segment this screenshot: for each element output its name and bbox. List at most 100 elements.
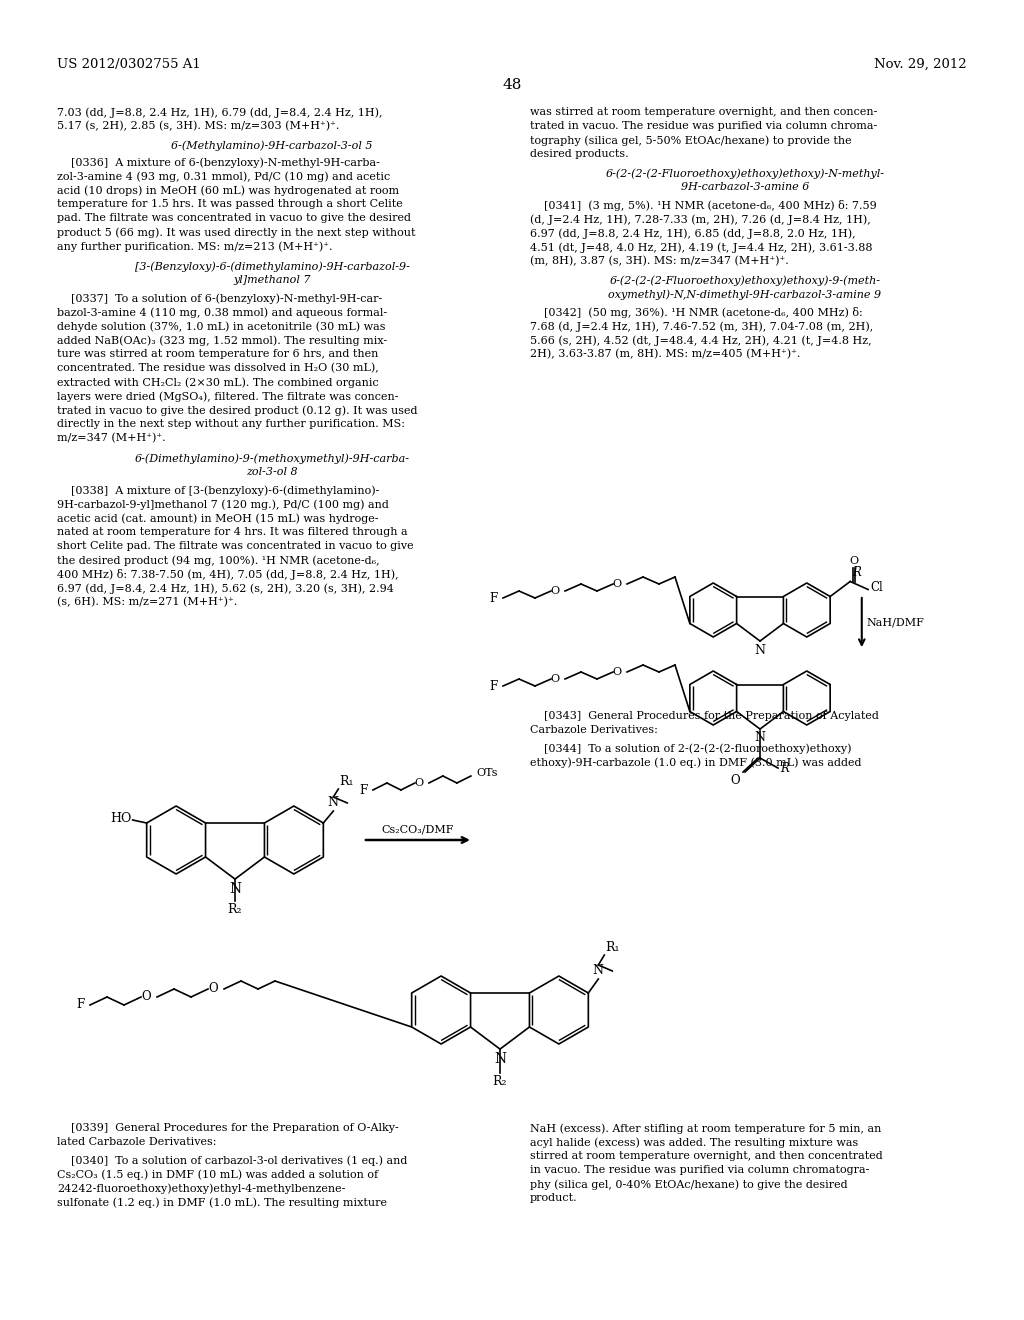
- Text: F: F: [489, 680, 498, 693]
- Text: acetic acid (cat. amount) in MeOH (15 mL) was hydroge-: acetic acid (cat. amount) in MeOH (15 mL…: [57, 513, 379, 524]
- Text: stirred at room temperature overnight, and then concentrated: stirred at room temperature overnight, a…: [530, 1151, 883, 1162]
- Text: Carbazole Derivatives:: Carbazole Derivatives:: [530, 725, 657, 735]
- Text: in vacuo. The residue was purified via column chromatogra-: in vacuo. The residue was purified via c…: [530, 1166, 869, 1175]
- Text: any further purification. MS: m/z=213 (M+H⁺)⁺.: any further purification. MS: m/z=213 (M…: [57, 242, 333, 252]
- Text: O: O: [141, 990, 151, 1003]
- Text: zol-3-ol 8: zol-3-ol 8: [246, 467, 298, 477]
- Text: 7.03 (dd, J=8.8, 2.4 Hz, 1H), 6.79 (dd, J=8.4, 2.4 Hz, 1H),: 7.03 (dd, J=8.8, 2.4 Hz, 1H), 6.79 (dd, …: [57, 107, 383, 117]
- Text: oxymethyl)-N,N-dimethyl-9H-carbazol-3-amine 9: oxymethyl)-N,N-dimethyl-9H-carbazol-3-am…: [608, 289, 882, 300]
- Text: m/z=347 (M+H⁺)⁺.: m/z=347 (M+H⁺)⁺.: [57, 433, 166, 444]
- Text: [0338]  A mixture of [3-(benzyloxy)-6-(dimethylamino)-: [0338] A mixture of [3-(benzyloxy)-6-(di…: [57, 484, 379, 495]
- Text: F: F: [77, 998, 85, 1011]
- Text: R₂: R₂: [227, 903, 243, 916]
- Text: product.: product.: [530, 1193, 578, 1203]
- Text: Cs₂CO₃ (1.5 eq.) in DMF (10 mL) was added a solution of: Cs₂CO₃ (1.5 eq.) in DMF (10 mL) was adde…: [57, 1170, 378, 1180]
- Text: 6-(2-(2-(2-Fluoroethoxy)ethoxy)ethoxy)-N-methyl-: 6-(2-(2-(2-Fluoroethoxy)ethoxy)ethoxy)-N…: [605, 168, 885, 178]
- Text: desired products.: desired products.: [530, 149, 629, 158]
- Text: [0337]  To a solution of 6-(benzyloxy)-N-methyl-9H-car-: [0337] To a solution of 6-(benzyloxy)-N-…: [57, 293, 382, 304]
- Text: 9H-carbazol-3-amine 6: 9H-carbazol-3-amine 6: [681, 182, 809, 191]
- Text: N: N: [328, 796, 339, 809]
- Text: 6.97 (dd, J=8.8, 2.4 Hz, 1H), 6.85 (dd, J=8.8, 2.0 Hz, 1H),: 6.97 (dd, J=8.8, 2.4 Hz, 1H), 6.85 (dd, …: [530, 228, 856, 239]
- Text: O: O: [730, 774, 740, 787]
- Text: was stirred at room temperature overnight, and then concen-: was stirred at room temperature overnigh…: [530, 107, 878, 117]
- Text: O: O: [415, 777, 424, 788]
- Text: concentrated. The residue was dissolved in H₂O (30 mL),: concentrated. The residue was dissolved …: [57, 363, 379, 374]
- Text: N: N: [229, 882, 241, 896]
- Text: F: F: [359, 784, 368, 796]
- Text: (d, J=2.4 Hz, 1H), 7.28-7.33 (m, 2H), 7.26 (d, J=8.4 Hz, 1H),: (d, J=2.4 Hz, 1H), 7.28-7.33 (m, 2H), 7.…: [530, 214, 870, 224]
- Text: OTs: OTs: [476, 768, 498, 777]
- Text: (s, 6H). MS: m/z=271 (M+H⁺)⁺.: (s, 6H). MS: m/z=271 (M+H⁺)⁺.: [57, 597, 238, 607]
- Text: 400 MHz) δ: 7.38-7.50 (m, 4H), 7.05 (dd, J=8.8, 2.4 Hz, 1H),: 400 MHz) δ: 7.38-7.50 (m, 4H), 7.05 (dd,…: [57, 569, 398, 579]
- Text: O: O: [551, 675, 559, 684]
- Text: 4.51 (dt, J=48, 4.0 Hz, 2H), 4.19 (t, J=4.4 Hz, 2H), 3.61-3.88: 4.51 (dt, J=48, 4.0 Hz, 2H), 4.19 (t, J=…: [530, 242, 872, 252]
- Text: R₂: R₂: [493, 1074, 507, 1088]
- Text: extracted with CH₂Cl₂ (2×30 mL). The combined organic: extracted with CH₂Cl₂ (2×30 mL). The com…: [57, 378, 379, 388]
- Text: US 2012/0302755 A1: US 2012/0302755 A1: [57, 58, 201, 71]
- Text: NaH (excess). After stifling at room temperature for 5 min, an: NaH (excess). After stifling at room tem…: [530, 1123, 882, 1134]
- Text: [0344]  To a solution of 2-(2-(2-(2-fluoroethoxy)ethoxy): [0344] To a solution of 2-(2-(2-(2-fluor…: [530, 743, 852, 754]
- Text: 24242-fluoroethoxy)ethoxy)ethyl-4-methylbenzene-: 24242-fluoroethoxy)ethoxy)ethyl-4-methyl…: [57, 1183, 345, 1193]
- Text: N: N: [494, 1052, 506, 1067]
- Text: O: O: [612, 579, 622, 589]
- Text: N: N: [593, 964, 604, 977]
- Text: ethoxy)-9H-carbazole (1.0 eq.) in DMF (3.0 mL) was added: ethoxy)-9H-carbazole (1.0 eq.) in DMF (3…: [530, 756, 861, 767]
- Text: [0339]  General Procedures for the Preparation of O-Alky-: [0339] General Procedures for the Prepar…: [57, 1123, 398, 1133]
- Text: [3-(Benzyloxy)-6-(dimethylamino)-9H-carbazol-9-: [3-(Benzyloxy)-6-(dimethylamino)-9H-carb…: [134, 261, 410, 272]
- Text: dehyde solution (37%, 1.0 mL) in acetonitrile (30 mL) was: dehyde solution (37%, 1.0 mL) in acetoni…: [57, 321, 385, 331]
- Text: HO: HO: [111, 812, 132, 825]
- Text: Cl: Cl: [870, 581, 883, 594]
- Text: zol-3-amine 4 (93 mg, 0.31 mmol), Pd/C (10 mg) and acetic: zol-3-amine 4 (93 mg, 0.31 mmol), Pd/C (…: [57, 172, 390, 182]
- Text: bazol-3-amine 4 (110 mg, 0.38 mmol) and aqueous formal-: bazol-3-amine 4 (110 mg, 0.38 mmol) and …: [57, 308, 387, 318]
- Text: ture was stirred at room temperature for 6 hrs, and then: ture was stirred at room temperature for…: [57, 348, 379, 359]
- Text: [0342]  (50 mg, 36%). ¹H NMR (acetone-d₆, 400 MHz) δ:: [0342] (50 mg, 36%). ¹H NMR (acetone-d₆,…: [530, 308, 863, 318]
- Text: temperature for 1.5 hrs. It was passed through a short Celite: temperature for 1.5 hrs. It was passed t…: [57, 199, 402, 209]
- Text: 6-(2-(2-(2-Fluoroethoxy)ethoxy)ethoxy)-9-(meth-: 6-(2-(2-(2-Fluoroethoxy)ethoxy)ethoxy)-9…: [609, 275, 881, 285]
- Text: R₁: R₁: [605, 941, 620, 954]
- Text: NaH/DMF: NaH/DMF: [866, 618, 925, 627]
- Text: F: F: [489, 591, 498, 605]
- Text: R₁: R₁: [339, 775, 354, 788]
- Text: sulfonate (1.2 eq.) in DMF (1.0 mL). The resulting mixture: sulfonate (1.2 eq.) in DMF (1.0 mL). The…: [57, 1197, 387, 1208]
- Text: [0343]  General Procedures for the Preparation of Acylated: [0343] General Procedures for the Prepar…: [530, 711, 879, 721]
- Text: [0341]  (3 mg, 5%). ¹H NMR (acetone-d₆, 400 MHz) δ: 7.59: [0341] (3 mg, 5%). ¹H NMR (acetone-d₆, 4…: [530, 201, 877, 211]
- Text: 5.17 (s, 2H), 2.85 (s, 3H). MS: m/z=303 (M+H⁺)⁺.: 5.17 (s, 2H), 2.85 (s, 3H). MS: m/z=303 …: [57, 121, 339, 132]
- Text: trated in vacuo to give the desired product (0.12 g). It was used: trated in vacuo to give the desired prod…: [57, 405, 418, 416]
- Text: directly in the next step without any further purification. MS:: directly in the next step without any fu…: [57, 418, 406, 429]
- Text: (m, 8H), 3.87 (s, 3H). MS: m/z=347 (M+H⁺)⁺.: (m, 8H), 3.87 (s, 3H). MS: m/z=347 (M+H⁺…: [530, 256, 788, 267]
- Text: O: O: [612, 667, 622, 677]
- Text: 7.68 (d, J=2.4 Hz, 1H), 7.46-7.52 (m, 3H), 7.04-7.08 (m, 2H),: 7.68 (d, J=2.4 Hz, 1H), 7.46-7.52 (m, 3H…: [530, 321, 873, 331]
- Text: O: O: [551, 586, 559, 597]
- Text: nated at room temperature for 4 hrs. It was filtered through a: nated at room temperature for 4 hrs. It …: [57, 527, 408, 537]
- Text: 6.97 (dd, J=8.4, 2.4 Hz, 1H), 5.62 (s, 2H), 3.20 (s, 3H), 2.94: 6.97 (dd, J=8.4, 2.4 Hz, 1H), 5.62 (s, 2…: [57, 583, 394, 594]
- Text: 6-(Methylamino)-9H-carbazol-3-ol 5: 6-(Methylamino)-9H-carbazol-3-ol 5: [171, 140, 373, 150]
- Text: [0336]  A mixture of 6-(benzyloxy)-N-methyl-9H-carba-: [0336] A mixture of 6-(benzyloxy)-N-meth…: [57, 157, 380, 168]
- Text: added NaB(OAc)₃ (323 mg, 1.52 mmol). The resulting mix-: added NaB(OAc)₃ (323 mg, 1.52 mmol). The…: [57, 335, 387, 346]
- Text: acid (10 drops) in MeOH (60 mL) was hydrogenated at room: acid (10 drops) in MeOH (60 mL) was hydr…: [57, 185, 399, 195]
- Text: yl]methanol 7: yl]methanol 7: [233, 275, 310, 285]
- Text: 6-(Dimethylamino)-9-(methoxymethyl)-9H-carba-: 6-(Dimethylamino)-9-(methoxymethyl)-9H-c…: [134, 453, 410, 463]
- Text: product 5 (66 mg). It was used directly in the next step without: product 5 (66 mg). It was used directly …: [57, 227, 416, 238]
- Text: O: O: [208, 982, 218, 995]
- Text: 5.66 (s, 2H), 4.52 (dt, J=48.4, 4.4 Hz, 2H), 4.21 (t, J=4.8 Hz,: 5.66 (s, 2H), 4.52 (dt, J=48.4, 4.4 Hz, …: [530, 335, 871, 346]
- Text: phy (silica gel, 0-40% EtOAc/hexane) to give the desired: phy (silica gel, 0-40% EtOAc/hexane) to …: [530, 1179, 848, 1189]
- Text: 48: 48: [503, 78, 521, 92]
- Text: tography (silica gel, 5-50% EtOAc/hexane) to provide the: tography (silica gel, 5-50% EtOAc/hexane…: [530, 135, 852, 145]
- Text: 2H), 3.63-3.87 (m, 8H). MS: m/z=405 (M+H⁺)⁺.: 2H), 3.63-3.87 (m, 8H). MS: m/z=405 (M+H…: [530, 348, 801, 359]
- Text: N: N: [755, 644, 766, 657]
- Text: N: N: [755, 731, 766, 744]
- Text: pad. The filtrate was concentrated in vacuo to give the desired: pad. The filtrate was concentrated in va…: [57, 213, 411, 223]
- Text: R: R: [780, 762, 788, 775]
- Text: layers were dried (MgSO₄), filtered. The filtrate was concen-: layers were dried (MgSO₄), filtered. The…: [57, 391, 398, 401]
- Text: [0340]  To a solution of carbazol-3-ol derivatives (1 eq.) and: [0340] To a solution of carbazol-3-ol de…: [57, 1155, 408, 1166]
- Text: O: O: [850, 556, 859, 565]
- Text: Cs₂CO₃/DMF: Cs₂CO₃/DMF: [382, 825, 454, 836]
- Text: lated Carbazole Derivatives:: lated Carbazole Derivatives:: [57, 1137, 216, 1147]
- Text: Nov. 29, 2012: Nov. 29, 2012: [874, 58, 967, 71]
- Text: the desired product (94 mg, 100%). ¹H NMR (acetone-d₆,: the desired product (94 mg, 100%). ¹H NM…: [57, 554, 380, 565]
- Text: R: R: [852, 566, 861, 579]
- Text: trated in vacuo. The residue was purified via column chroma-: trated in vacuo. The residue was purifie…: [530, 121, 878, 131]
- Text: 9H-carbazol-9-yl]methanol 7 (120 mg.), Pd/C (100 mg) and: 9H-carbazol-9-yl]methanol 7 (120 mg.), P…: [57, 499, 389, 510]
- Text: short Celite pad. The filtrate was concentrated in vacuo to give: short Celite pad. The filtrate was conce…: [57, 541, 414, 550]
- Text: acyl halide (excess) was added. The resulting mixture was: acyl halide (excess) was added. The resu…: [530, 1137, 858, 1147]
